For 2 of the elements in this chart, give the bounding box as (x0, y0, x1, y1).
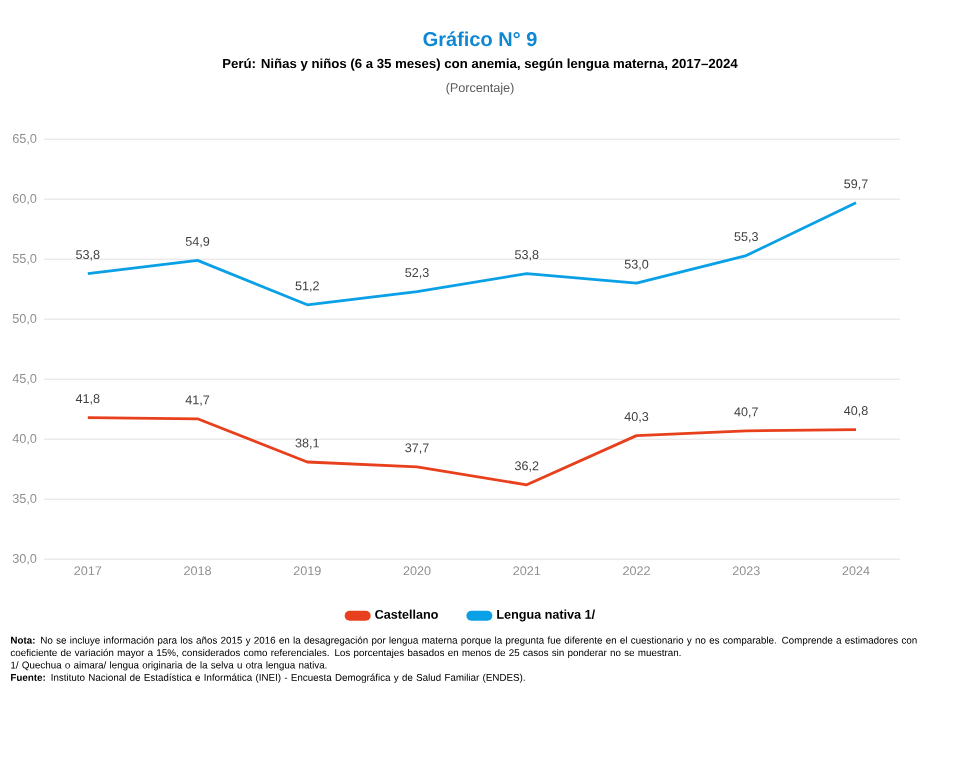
line-series (86, 416, 858, 487)
chart-title: Gráfico N° 9 (423, 31, 537, 47)
